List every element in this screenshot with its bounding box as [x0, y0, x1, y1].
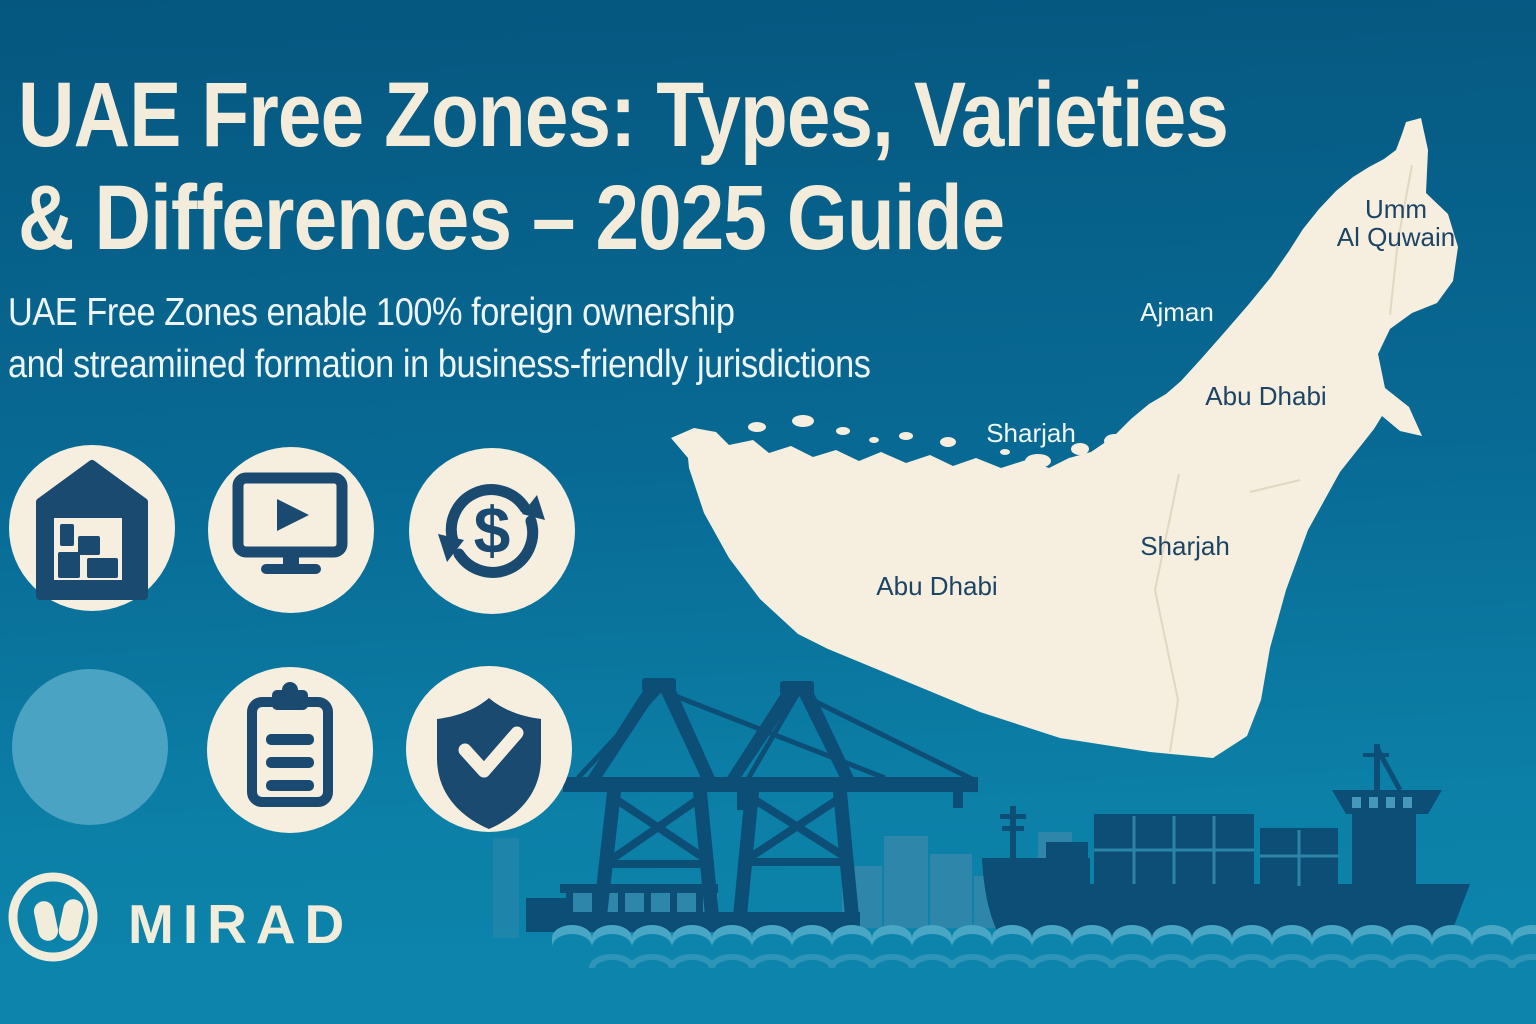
map-label-umm-al-quwain: Umm Al Quwain	[1336, 194, 1456, 252]
dollar-sign: $	[474, 493, 511, 567]
page-title-line1: UAE Free Zones: Types, Varieties	[18, 64, 1229, 166]
map-label-abu-dhabi-lower: Abu Dhabi	[876, 571, 998, 601]
wave-ripple-line	[589, 954, 1536, 969]
page-subtitle-line1: UAE Free Zones enable 100% foreign owner…	[8, 291, 735, 334]
map-label-sharjah-inland: Sharjah	[1140, 531, 1230, 561]
page-subtitle-line2: and streamiined formation in business-fr…	[8, 342, 871, 386]
map-label-ajman: Ajman	[1140, 297, 1214, 327]
brand-name: MIRAD	[128, 893, 354, 955]
ship-bridge-windows	[1352, 797, 1412, 808]
currency-exchange-icon: $	[409, 448, 575, 614]
uae-map	[671, 118, 1458, 758]
warehouse-icon	[9, 445, 175, 611]
crane-boom	[563, 777, 978, 792]
monitor-play-icon	[208, 447, 374, 613]
crane-cables	[576, 687, 974, 782]
uae-map-landmass	[671, 118, 1458, 758]
plain-circle	[12, 669, 168, 825]
page-subtitle: UAE Free Zones enable 100% foreign owner…	[8, 287, 871, 391]
ship-bridge-body	[1352, 814, 1416, 886]
page-title-line2: & Differences – 2025 Guide	[18, 167, 1005, 270]
sea-waves	[0, 925, 1536, 1024]
wave-under-water	[552, 934, 1536, 1024]
shield-check-icon	[406, 666, 572, 832]
clipboard-checklist-icon	[207, 667, 373, 833]
map-border-creases	[1153, 164, 1413, 753]
page-title: UAE Free Zones: Types, Varieties & Differ…	[18, 64, 1229, 270]
map-islands	[701, 415, 1152, 480]
ship-aft-mast	[1010, 806, 1016, 860]
map-label-abu-dhabi-upper: Abu Dhabi	[1205, 381, 1327, 411]
brand-logo-icon	[8, 872, 98, 962]
map-label-sharjah-coast: Sharjah	[986, 418, 1076, 448]
feature-icons: $	[9, 445, 575, 833]
container-ship	[982, 744, 1470, 952]
ship-mast	[1374, 744, 1380, 792]
